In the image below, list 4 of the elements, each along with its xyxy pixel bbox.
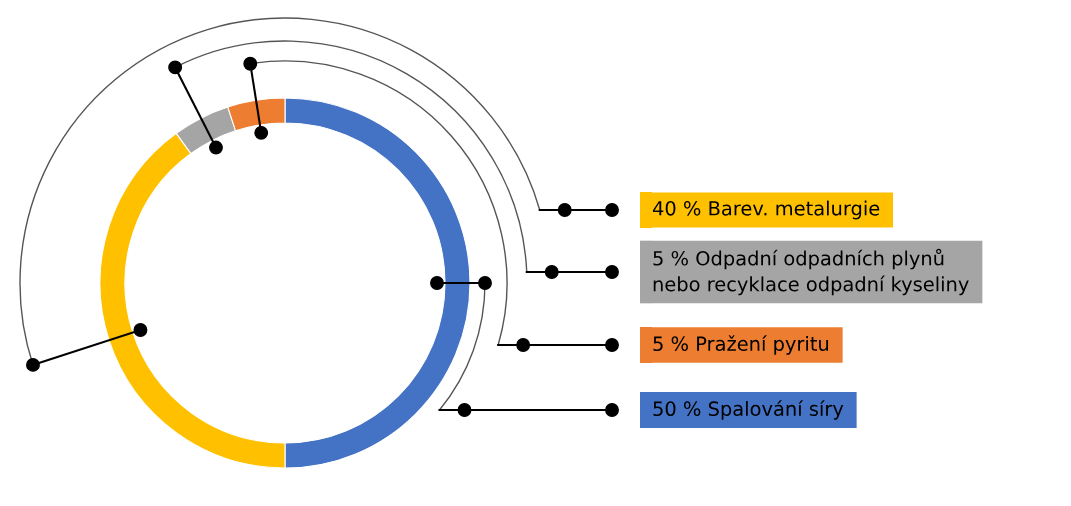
legend-label: 5 % Pražení pyritu (653, 335, 829, 355)
legend-label: 50 % Spalování síry (653, 400, 844, 420)
legend-label: 5 % Odpadní odpadních plynů nebo recyklace odpadní kyseliny (653, 248, 969, 296)
legend-label: 40 % Barev. metalurgie (652, 200, 880, 220)
